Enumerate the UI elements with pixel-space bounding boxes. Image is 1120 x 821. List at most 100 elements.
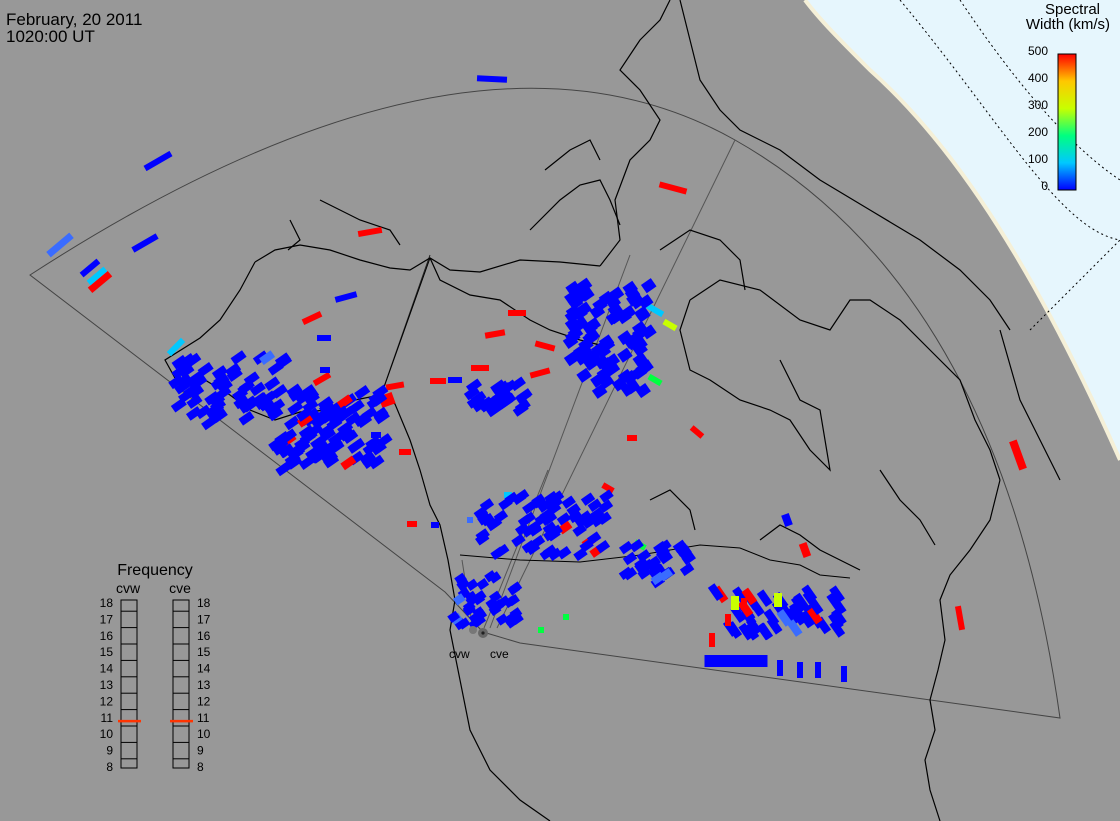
echo-cell xyxy=(495,543,510,558)
echo-cell xyxy=(508,310,526,316)
echo-cell xyxy=(704,655,712,667)
echo-cell xyxy=(280,428,298,444)
echo-cell xyxy=(471,365,489,371)
echo-cell xyxy=(226,367,243,382)
echo-cell xyxy=(739,655,747,667)
echo-cell xyxy=(372,384,389,400)
echo-cell xyxy=(359,450,376,465)
echo-cell xyxy=(542,521,558,535)
echo-cell xyxy=(211,365,228,380)
echo-cell xyxy=(309,448,326,464)
echo-cell xyxy=(296,407,313,422)
radar-site-cvw xyxy=(469,626,477,634)
echo-cell xyxy=(679,562,695,577)
echo-cell xyxy=(209,398,227,413)
echo-cell xyxy=(1009,439,1027,471)
echo-cell xyxy=(590,372,606,388)
echo-cell xyxy=(497,595,511,608)
echo-cell xyxy=(647,373,663,387)
frequency-level-label-left: 12 xyxy=(100,694,114,708)
echo-cell xyxy=(546,528,561,542)
echo-cell xyxy=(718,655,726,667)
echo-cell xyxy=(271,384,288,399)
echo-cell xyxy=(828,611,844,630)
echo-cell xyxy=(354,385,371,400)
echo-cell xyxy=(954,605,966,631)
echo-cell xyxy=(454,572,467,585)
echo-cell xyxy=(756,622,773,641)
echo-cell xyxy=(611,376,628,392)
echo-cell xyxy=(732,655,740,667)
frequency-level-label-left: 13 xyxy=(100,678,114,692)
colorbar: Spectral Width (km/s) 500 400 300 200 10… xyxy=(1026,1,1110,193)
echo-cell xyxy=(166,337,186,357)
frequency-title: Frequency xyxy=(117,562,193,579)
echo-cell xyxy=(332,405,349,421)
echo-cell xyxy=(563,351,580,367)
echo-cell xyxy=(465,594,479,607)
radar-label-cve: cve xyxy=(490,647,509,661)
radar-site-center xyxy=(481,631,485,635)
echo-cell xyxy=(746,655,754,667)
frequency-level-label-left: 10 xyxy=(100,727,114,741)
frequency-level-label-left: 17 xyxy=(100,612,114,626)
echo-cell xyxy=(591,513,606,528)
echo-cell xyxy=(639,558,655,573)
echo-cell xyxy=(353,412,370,428)
echo-cell xyxy=(580,492,596,506)
echo-cell xyxy=(431,522,439,528)
echo-cell xyxy=(651,563,666,577)
echo-cell xyxy=(711,655,719,667)
echo-cell xyxy=(746,617,762,636)
echo-cell xyxy=(186,394,203,409)
echo-cell xyxy=(287,400,304,416)
echo-cell xyxy=(522,500,537,515)
frequency-col-cvw: cvw xyxy=(116,580,141,596)
frequency-level-label-left: 16 xyxy=(100,629,114,643)
echo-cell xyxy=(475,528,490,542)
echo-cell xyxy=(275,461,292,477)
echo-cell xyxy=(829,585,845,604)
frequency-level-label-left: 18 xyxy=(100,596,114,610)
echo-cell xyxy=(595,539,611,554)
echo-cell xyxy=(362,440,379,456)
echo-cell xyxy=(632,341,648,357)
echo-cell xyxy=(797,662,803,678)
frequency-level-label-right: 9 xyxy=(197,744,204,758)
echo-cell xyxy=(209,393,226,408)
echo-cell xyxy=(640,278,657,294)
echo-cell xyxy=(278,443,295,459)
echo-cell xyxy=(284,415,301,431)
echo-cell xyxy=(317,335,331,341)
echo-cell xyxy=(466,394,483,409)
echo-cell xyxy=(348,399,365,414)
echo-cell xyxy=(312,371,332,387)
echo-cell xyxy=(763,608,780,627)
echo-cell xyxy=(465,578,479,591)
echo-cell xyxy=(807,597,824,615)
echo-cell xyxy=(357,226,383,238)
header-date: February, 20 2011 xyxy=(6,10,143,29)
echo-cell xyxy=(623,333,639,350)
echo-cell xyxy=(327,431,344,447)
echo-cell xyxy=(509,607,523,620)
echo-cell xyxy=(677,545,692,559)
echo-cell xyxy=(197,362,214,377)
echo-cell xyxy=(300,384,317,399)
echo-cell xyxy=(372,406,389,422)
echo-cell xyxy=(590,342,607,358)
echo-cell xyxy=(576,277,593,293)
echo-cell xyxy=(407,521,417,527)
echo-cell xyxy=(210,375,227,391)
echo-cell xyxy=(288,442,305,458)
echo-cell xyxy=(743,622,760,641)
echo-cell xyxy=(249,381,266,397)
echo-cell xyxy=(473,506,489,520)
echo-cell xyxy=(185,406,203,421)
echo-cell xyxy=(573,547,588,562)
echo-cell xyxy=(653,540,668,555)
frequency-level-label-right: 14 xyxy=(197,662,211,676)
colorbar-tick-400: 400 xyxy=(1028,71,1048,85)
echo-cell xyxy=(143,150,173,172)
echo-cell xyxy=(790,595,807,613)
